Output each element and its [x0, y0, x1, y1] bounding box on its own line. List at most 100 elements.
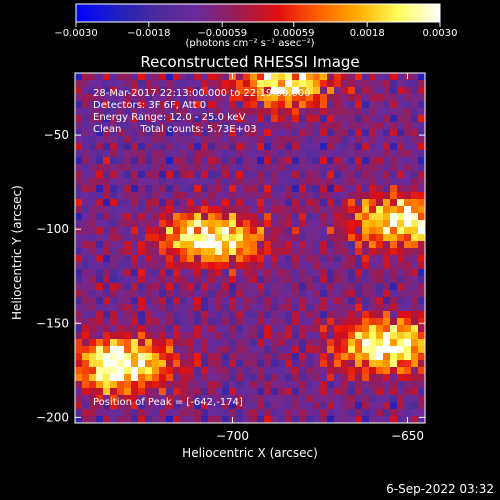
- heatmap-cell: [138, 255, 145, 262]
- heatmap-cell: [194, 80, 201, 87]
- heatmap-cell: [96, 395, 103, 402]
- heatmap-cell: [348, 283, 355, 290]
- heatmap-cell: [75, 318, 82, 325]
- heatmap-cell: [124, 269, 131, 276]
- heatmap-cell: [173, 360, 180, 367]
- heatmap-cell: [159, 395, 166, 402]
- heatmap-cell: [313, 234, 320, 241]
- heatmap-cell: [383, 311, 390, 318]
- heatmap-cell: [89, 87, 96, 94]
- heatmap-cell: [215, 290, 222, 297]
- heatmap-cell: [75, 360, 82, 367]
- heatmap-cell: [383, 290, 390, 297]
- heatmap-cell: [348, 73, 355, 80]
- heatmap-cell: [397, 122, 404, 129]
- heatmap-cell: [418, 276, 425, 283]
- heatmap-cell: [145, 332, 152, 339]
- heatmap-cell: [215, 150, 222, 157]
- heatmap-cell: [264, 101, 271, 108]
- heatmap-cell: [285, 290, 292, 297]
- heatmap-cell: [145, 353, 152, 360]
- heatmap-cell: [229, 381, 236, 388]
- heatmap-cell: [243, 213, 250, 220]
- heatmap-cell: [215, 402, 222, 409]
- heatmap-cell: [131, 332, 138, 339]
- heatmap-cell: [96, 367, 103, 374]
- heatmap-cell: [299, 157, 306, 164]
- heatmap-cell: [292, 220, 299, 227]
- heatmap-cell: [152, 276, 159, 283]
- heatmap-cell: [194, 381, 201, 388]
- heatmap-cell: [257, 283, 264, 290]
- heatmap-cell: [278, 325, 285, 332]
- heatmap-cell: [299, 213, 306, 220]
- heatmap-cell: [411, 213, 418, 220]
- heatmap-cell: [215, 325, 222, 332]
- heatmap-cell: [96, 339, 103, 346]
- heatmap-cell: [215, 122, 222, 129]
- heatmap-cell: [243, 80, 250, 87]
- heatmap-cell: [236, 241, 243, 248]
- heatmap-cell: [201, 346, 208, 353]
- heatmap-cell: [166, 346, 173, 353]
- heatmap-cell: [208, 269, 215, 276]
- heatmap-cell: [145, 129, 152, 136]
- heatmap-cell: [334, 94, 341, 101]
- heatmap-cell: [327, 234, 334, 241]
- heatmap-cell: [229, 136, 236, 143]
- heatmap-cell: [327, 395, 334, 402]
- heatmap-cell: [201, 395, 208, 402]
- heatmap-cell: [131, 339, 138, 346]
- heatmap-cell: [152, 157, 159, 164]
- heatmap-cell: [75, 213, 82, 220]
- heatmap-cell: [138, 87, 145, 94]
- heatmap-cell: [285, 87, 292, 94]
- heatmap-cell: [201, 157, 208, 164]
- heatmap-cell: [341, 325, 348, 332]
- heatmap-cell: [411, 129, 418, 136]
- heatmap-cell: [369, 255, 376, 262]
- heatmap-cell: [341, 262, 348, 269]
- heatmap-cell: [383, 115, 390, 122]
- heatmap-cell: [89, 304, 96, 311]
- heatmap-cell: [173, 241, 180, 248]
- heatmap-cell: [117, 416, 124, 423]
- heatmap-cell: [138, 73, 145, 80]
- heatmap-cell: [229, 395, 236, 402]
- heatmap-cell: [159, 101, 166, 108]
- heatmap-cell: [138, 283, 145, 290]
- heatmap-cell: [264, 262, 271, 269]
- heatmap-cell: [250, 206, 257, 213]
- heatmap-cell: [166, 325, 173, 332]
- heatmap-cell: [201, 150, 208, 157]
- heatmap-cell: [173, 381, 180, 388]
- heatmap-cell: [257, 129, 264, 136]
- heatmap-cell: [278, 150, 285, 157]
- heatmap-cell: [299, 115, 306, 122]
- heatmap-cell: [110, 206, 117, 213]
- heatmap-cell: [341, 213, 348, 220]
- heatmap-cell: [320, 360, 327, 367]
- heatmap-cell: [117, 227, 124, 234]
- heatmap-cell: [404, 87, 411, 94]
- heatmap-cell: [404, 115, 411, 122]
- heatmap-cell: [271, 409, 278, 416]
- heatmap-cell: [194, 297, 201, 304]
- heatmap-cell: [82, 101, 89, 108]
- heatmap-cell: [194, 409, 201, 416]
- heatmap-cell: [152, 185, 159, 192]
- heatmap-cell: [327, 178, 334, 185]
- heatmap-cell: [138, 269, 145, 276]
- heatmap-cell: [397, 332, 404, 339]
- heatmap-cell: [243, 115, 250, 122]
- heatmap-cell: [236, 227, 243, 234]
- heatmap-cell: [96, 115, 103, 122]
- heatmap-cell: [173, 192, 180, 199]
- heatmap-cell: [82, 164, 89, 171]
- heatmap-cell: [313, 108, 320, 115]
- heatmap-cell: [96, 199, 103, 206]
- heatmap-cell: [236, 129, 243, 136]
- colorbar-tick-label: 0.00059: [273, 28, 314, 39]
- heatmap-cell: [327, 276, 334, 283]
- heatmap-cell: [334, 388, 341, 395]
